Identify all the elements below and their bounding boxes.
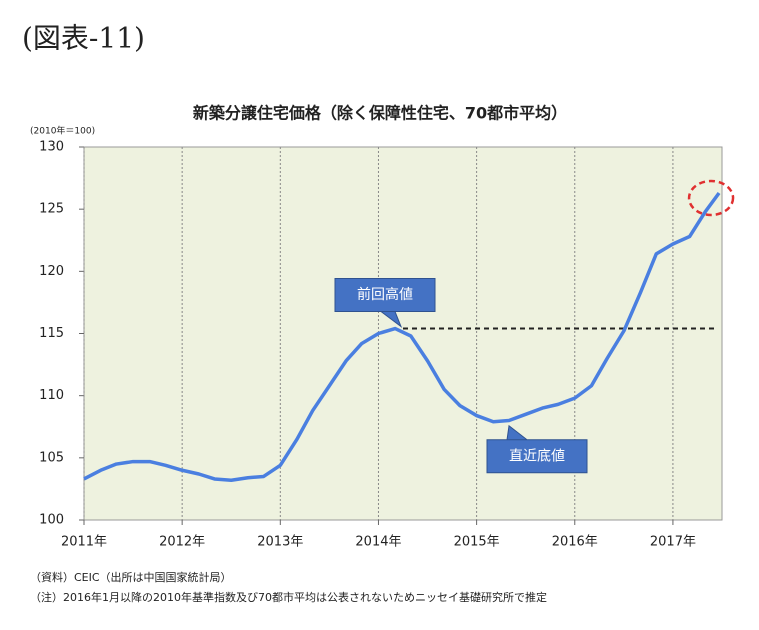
chart-title: 新築分譲住宅価格（除く保障性住宅、70都市平均） <box>193 104 567 123</box>
note: （資料）CEIC（出所は中国国家統計局） <box>30 570 232 584</box>
header: (図表-11) <box>22 22 145 55</box>
y-tick-label: 125 <box>39 202 64 217</box>
annotation: 前回高値 <box>357 286 413 303</box>
callout <box>486 424 588 474</box>
note: （注）2016年1月以降の2010年基準指数及び70都市平均は公表されないためニ… <box>30 590 547 604</box>
x-tick-label: 2015年 <box>454 535 500 550</box>
line <box>83 191 721 482</box>
highlight <box>687 179 735 217</box>
x-tick-label: 2012年 <box>159 535 205 550</box>
callout <box>334 278 436 328</box>
x-tick-label: 2016年 <box>552 535 598 550</box>
annotation: 直近底値 <box>509 447 565 464</box>
y-tick-label: 110 <box>39 388 64 403</box>
y-tick-label: 100 <box>39 513 64 528</box>
x-tick-label: 2011年 <box>61 535 107 550</box>
x-tick-label: 2013年 <box>257 535 303 550</box>
unit-label: (2010年＝100) <box>30 125 95 137</box>
x-tick-label: 2014年 <box>355 535 401 550</box>
y-tick-label: 105 <box>39 450 64 465</box>
y-tick-label: 130 <box>39 140 64 155</box>
y-tick-label: 120 <box>39 264 64 279</box>
x-tick-label: 2017年 <box>650 535 696 550</box>
y-tick-label: 115 <box>39 326 64 341</box>
